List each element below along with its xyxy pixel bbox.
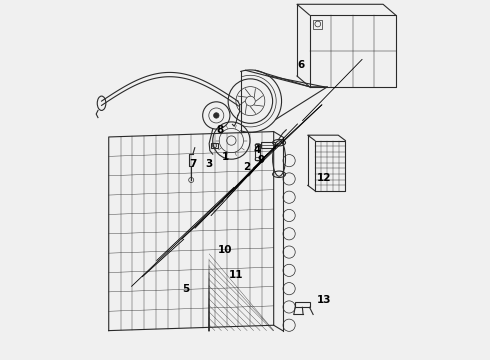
Text: 6: 6 (297, 60, 304, 70)
Text: 5: 5 (182, 284, 190, 294)
Bar (255, 144, 260, 160)
Text: 4: 4 (254, 144, 261, 154)
Text: 1: 1 (221, 152, 229, 162)
Text: 10: 10 (218, 245, 233, 255)
Bar (261, 142, 275, 148)
Text: 7: 7 (189, 159, 196, 169)
Text: 2: 2 (243, 162, 250, 172)
Bar (313, 21, 322, 30)
Text: 8: 8 (216, 125, 223, 135)
Text: 11: 11 (229, 270, 243, 280)
Circle shape (214, 113, 219, 118)
Text: 9: 9 (258, 155, 265, 165)
Bar (211, 143, 219, 148)
Text: 13: 13 (317, 295, 331, 305)
Bar (295, 302, 310, 307)
Text: 3: 3 (205, 159, 213, 169)
Text: 12: 12 (317, 173, 331, 183)
